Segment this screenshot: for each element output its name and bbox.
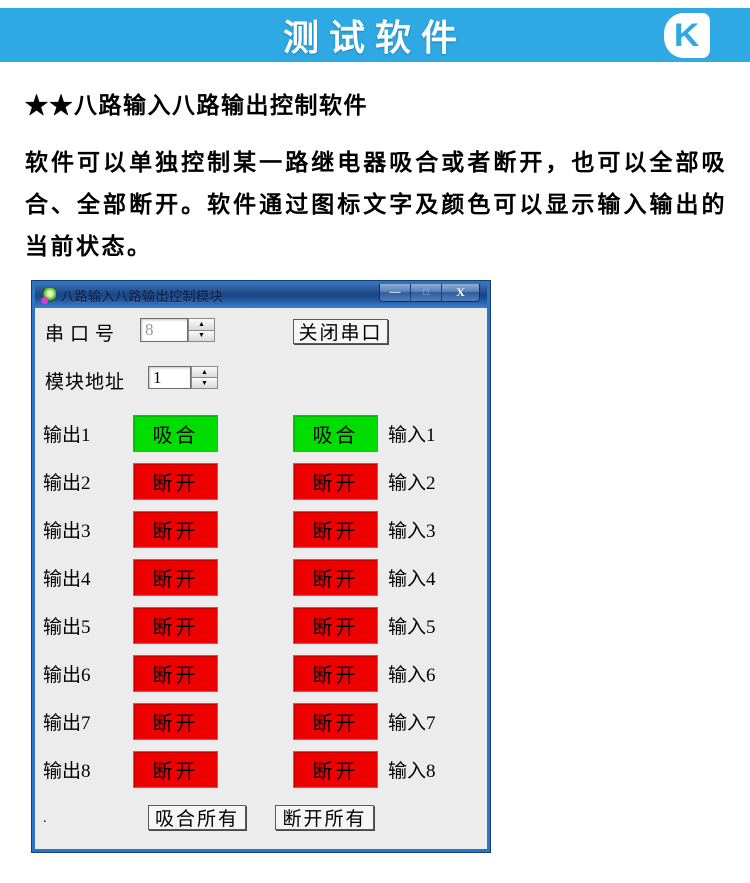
spinner-down-icon[interactable]: ▼ bbox=[191, 378, 218, 389]
intro-paragraph: 软件可以单独控制某一路继电器吸合或者断开，也可以全部吸合、全部断开。软件通过图标… bbox=[25, 150, 727, 260]
caption-button-group: — □ X bbox=[379, 284, 480, 302]
input-label: 输入8 bbox=[388, 761, 436, 782]
disconnect-all-button[interactable]: 断开所有 bbox=[275, 805, 374, 830]
brand-logo-letter: K bbox=[674, 17, 700, 53]
window-icon bbox=[40, 287, 56, 304]
output-state-button[interactable]: 断开 bbox=[133, 559, 218, 596]
page-title: 测试软件 bbox=[282, 18, 467, 58]
output-label: 输出5 bbox=[43, 617, 91, 638]
channel-row: 输出7 断开 断开 输入7 bbox=[35, 703, 487, 740]
window-titlebar[interactable]: 八路输入八路输出控制模块 — □ X bbox=[35, 284, 487, 308]
serial-port-value: 8 bbox=[145, 320, 154, 339]
input-label: 输入3 bbox=[388, 521, 436, 542]
output-label: 输出6 bbox=[43, 665, 91, 686]
brand-logo-icon: K bbox=[664, 13, 710, 58]
serial-port-input[interactable]: 8 bbox=[140, 318, 188, 342]
output-label: 输出2 bbox=[43, 473, 91, 494]
channel-row: 输出5 断开 断开 输入5 bbox=[35, 607, 487, 644]
channel-rows: 输出1 吸合 吸合 输入1 输出2 断开 断开 输入2 输出3 断开 断开 输入… bbox=[35, 415, 487, 799]
intro-section: ★★八路输入八路输出控制软件 软件可以单独控制某一路继电器吸合或者断开，也可以全… bbox=[25, 86, 727, 268]
close-icon[interactable]: X bbox=[442, 284, 479, 301]
module-address-label: 模块地址 bbox=[45, 372, 126, 393]
output-label: 输出1 bbox=[43, 425, 91, 446]
input-state-indicator[interactable]: 断开 bbox=[293, 463, 378, 500]
output-label: 输出7 bbox=[43, 713, 91, 734]
output-label: 输出4 bbox=[43, 569, 91, 590]
input-state-indicator[interactable]: 断开 bbox=[293, 607, 378, 644]
input-state-indicator[interactable]: 断开 bbox=[293, 655, 378, 692]
spinner-up-icon[interactable]: ▲ bbox=[188, 318, 215, 331]
channel-row: 输出4 断开 断开 输入4 bbox=[35, 559, 487, 596]
app-header: 测试软件 K bbox=[0, 8, 750, 62]
input-label: 输入2 bbox=[388, 473, 436, 494]
input-label: 输入6 bbox=[388, 665, 436, 686]
channel-row: 输出1 吸合 吸合 输入1 bbox=[35, 415, 487, 452]
serial-port-label: 串口号 bbox=[45, 324, 121, 345]
serial-port-stepper: ▲ ▼ bbox=[188, 318, 215, 342]
input-state-indicator[interactable]: 断开 bbox=[293, 511, 378, 548]
input-label: 输入4 bbox=[388, 569, 436, 590]
app-window: 八路输入八路输出控制模块 — □ X 串口号 8 ▲ ▼ 关闭串口 模块地址 1… bbox=[32, 281, 490, 852]
intro-heading: ★★八路输入八路输出控制软件 bbox=[25, 93, 368, 118]
footer-dot: . bbox=[43, 811, 47, 826]
close-serial-button[interactable]: 关闭串口 bbox=[293, 319, 388, 344]
spinner-down-icon[interactable]: ▼ bbox=[188, 330, 215, 342]
channel-row: 输出8 断开 断开 输入8 bbox=[35, 751, 487, 788]
channel-row: 输出3 断开 断开 输入3 bbox=[35, 511, 487, 548]
output-state-button[interactable]: 断开 bbox=[133, 751, 218, 788]
input-state-indicator[interactable]: 吸合 bbox=[293, 415, 378, 452]
module-address-input[interactable]: 1 bbox=[148, 366, 191, 389]
output-state-button[interactable]: 吸合 bbox=[133, 415, 218, 452]
minimize-button[interactable]: — bbox=[380, 284, 411, 301]
spinner-up-icon[interactable]: ▲ bbox=[191, 366, 218, 378]
output-state-button[interactable]: 断开 bbox=[133, 655, 218, 692]
output-label: 输出8 bbox=[43, 761, 91, 782]
output-label: 输出3 bbox=[43, 521, 91, 542]
channel-row: 输出6 断开 断开 输入6 bbox=[35, 655, 487, 692]
window-client-area: 串口号 8 ▲ ▼ 关闭串口 模块地址 1 ▲ ▼ 输出1 吸合 吸合 输入1 … bbox=[35, 308, 487, 849]
output-state-button[interactable]: 断开 bbox=[133, 463, 218, 500]
module-address-stepper: ▲ ▼ bbox=[191, 366, 218, 389]
engage-all-button[interactable]: 吸合所有 bbox=[148, 805, 246, 830]
input-label: 输入7 bbox=[388, 713, 436, 734]
input-label: 输入5 bbox=[388, 617, 436, 638]
channel-row: 输出2 断开 断开 输入2 bbox=[35, 463, 487, 500]
maximize-button[interactable]: □ bbox=[411, 284, 442, 301]
output-state-button[interactable]: 断开 bbox=[133, 607, 218, 644]
module-address-value: 1 bbox=[153, 367, 162, 387]
output-state-button[interactable]: 断开 bbox=[133, 703, 218, 740]
input-state-indicator[interactable]: 断开 bbox=[293, 751, 378, 788]
window-title: 八路输入八路输出控制模块 bbox=[61, 289, 224, 304]
input-state-indicator[interactable]: 断开 bbox=[293, 559, 378, 596]
output-state-button[interactable]: 断开 bbox=[133, 511, 218, 548]
input-label: 输入1 bbox=[388, 425, 436, 446]
input-state-indicator[interactable]: 断开 bbox=[293, 703, 378, 740]
